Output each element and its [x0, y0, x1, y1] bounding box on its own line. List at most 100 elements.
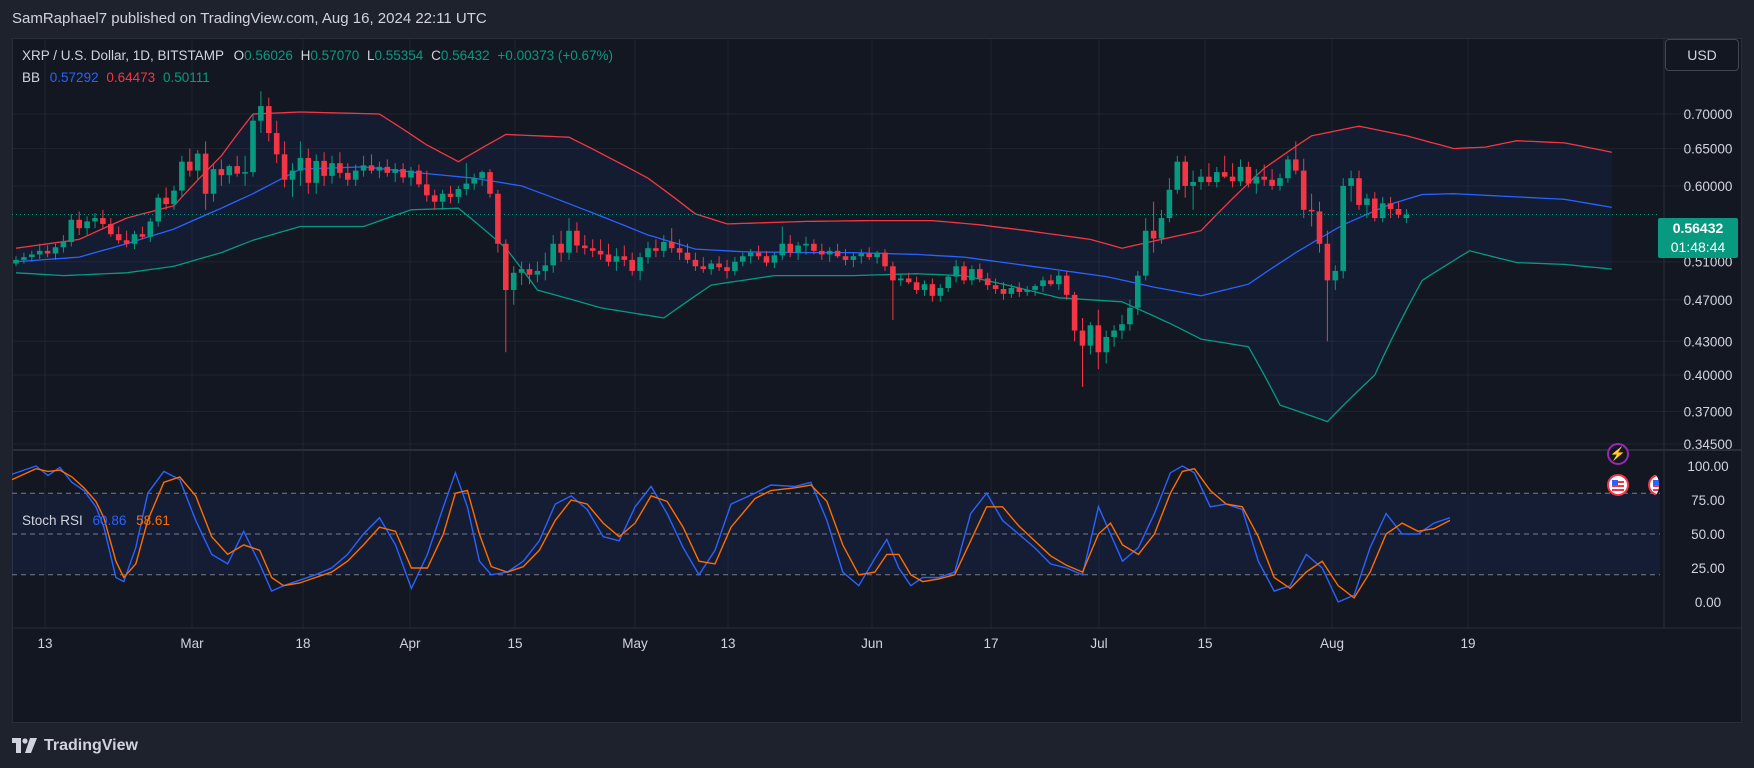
us-flag-icon[interactable]	[1607, 474, 1629, 496]
candle	[826, 247, 833, 262]
candle-body	[858, 253, 865, 257]
candle	[850, 252, 857, 268]
candle-body	[684, 252, 691, 260]
candle	[1395, 201, 1402, 219]
candle	[21, 252, 27, 264]
stoch-rsi-pane	[12, 465, 1660, 603]
candle	[1000, 282, 1007, 300]
candle-body	[1150, 230, 1157, 239]
candle	[36, 243, 43, 259]
candle-body	[1182, 161, 1188, 186]
candle-body	[779, 243, 786, 256]
candle	[1229, 163, 1236, 188]
high-value: 0.57070	[310, 48, 360, 63]
candle	[187, 148, 193, 177]
candle	[1016, 282, 1023, 297]
candle	[1253, 169, 1260, 194]
candle	[92, 213, 98, 229]
candle-body	[977, 269, 983, 279]
bollinger-band-fill	[16, 112, 1612, 422]
candle	[297, 141, 304, 186]
candle-body	[305, 157, 312, 183]
candle-body	[574, 230, 580, 246]
candle-body	[597, 250, 604, 255]
candle-body	[1063, 275, 1070, 295]
candle	[123, 230, 130, 248]
candle-body	[771, 255, 778, 263]
candles	[13, 91, 1410, 387]
candle	[558, 230, 564, 262]
candle-body	[1016, 288, 1023, 292]
candle-body	[842, 256, 849, 260]
candle	[1174, 155, 1181, 194]
candle	[384, 159, 391, 177]
candle-body	[1087, 325, 1094, 346]
candle-body	[1293, 159, 1299, 171]
candle	[1119, 314, 1125, 340]
candle	[360, 155, 367, 177]
candle-body	[763, 256, 770, 263]
flash-icon[interactable]: ⚡	[1607, 443, 1629, 465]
chart-canvas[interactable]: 0.70000 0.65000 0.60000 0.51000 0.47000 0.430…	[12, 38, 1742, 723]
candle	[1221, 155, 1228, 179]
stoch-axis-label: 100.00	[1687, 459, 1728, 474]
us-flag-icon[interactable]	[1648, 474, 1659, 496]
published-text: SamRaphael7 published on TradingView.com…	[12, 10, 487, 27]
candle	[131, 230, 138, 250]
candle	[1024, 286, 1030, 296]
candle-body	[210, 169, 217, 194]
candle	[921, 280, 928, 296]
candle-body	[1261, 176, 1267, 180]
candle	[929, 278, 936, 302]
time-axis-label: 18	[295, 636, 310, 651]
candle-body	[1372, 198, 1378, 219]
tradingview-logo-icon	[12, 738, 37, 753]
candle-body	[1174, 161, 1181, 190]
candle	[589, 239, 596, 258]
candle-body	[1135, 275, 1141, 308]
low-label: L	[367, 48, 375, 63]
symbol-legend: XRP / U.S. Dollar, 1D, BITSTAMP O0.56026…	[22, 45, 617, 89]
candle-body	[139, 234, 146, 237]
candle-body	[131, 234, 138, 244]
candle	[408, 166, 414, 186]
candle-body	[1040, 280, 1046, 287]
candle-body	[337, 163, 343, 173]
candle	[700, 257, 707, 273]
candle	[629, 252, 635, 276]
close-label: C	[431, 48, 441, 63]
candle-body	[637, 257, 643, 271]
candle	[1340, 178, 1346, 279]
candle-body	[313, 160, 319, 183]
ohlc-row: XRP / U.S. Dollar, 1D, BITSTAMP O0.56026…	[22, 45, 617, 67]
candle	[1048, 274, 1054, 287]
candle-body	[289, 170, 296, 180]
bb-basis-value: 0.57292	[49, 70, 99, 85]
candle	[977, 263, 983, 283]
candle-body	[803, 243, 809, 246]
candle	[1103, 330, 1109, 364]
currency-button[interactable]: USD	[1665, 39, 1739, 71]
tradingview-brand[interactable]: TradingView	[12, 737, 138, 755]
candle-body	[163, 197, 169, 205]
candle	[1063, 270, 1070, 300]
candle	[163, 187, 169, 210]
candle	[289, 163, 296, 197]
candle-body	[605, 254, 612, 262]
candle	[447, 185, 454, 204]
candle	[1293, 141, 1299, 175]
candle-body	[1198, 176, 1204, 183]
candle-body	[84, 221, 90, 229]
candle	[1206, 163, 1212, 186]
candle-body	[13, 259, 19, 264]
candle	[376, 161, 383, 179]
time-axis-label: May	[622, 636, 648, 651]
candle-body	[76, 219, 82, 229]
candle	[392, 163, 398, 183]
candle	[1182, 155, 1188, 198]
bar-countdown: 01:48:44	[1670, 239, 1726, 255]
candle	[582, 235, 588, 255]
candle	[352, 164, 359, 186]
candle	[487, 169, 493, 198]
candle-body	[1403, 214, 1410, 219]
